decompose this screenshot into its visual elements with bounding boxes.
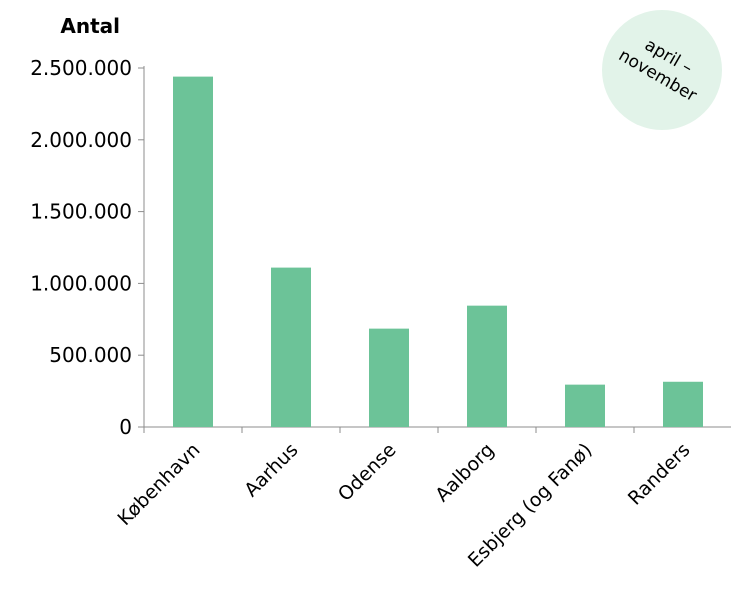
bar [173, 76, 213, 427]
x-tick-label: Aalborg [431, 439, 498, 506]
x-tick-label: Randers [624, 439, 695, 510]
bar [565, 384, 605, 427]
y-tick-label: 1.000.000 [30, 271, 132, 295]
y-axis-label: Antal [60, 14, 120, 38]
y-tick-label: 500.000 [49, 343, 132, 367]
period-badge: april – november [602, 10, 722, 130]
y-tick-label: 2.500.000 [30, 56, 132, 80]
y-tick-label: 1.500.000 [30, 200, 132, 224]
x-tick-label: Aarhus [240, 439, 302, 501]
y-tick-label: 2.000.000 [30, 128, 132, 152]
y-tick-label: 0 [119, 415, 132, 439]
bar [663, 381, 703, 427]
bar [369, 328, 409, 427]
bar [467, 305, 507, 427]
x-tick-label: Odense [334, 439, 401, 506]
bar [271, 267, 311, 427]
y-ticks: 0 500.000 1.000.000 1.500.000 2.000.000 2.500… [30, 56, 144, 439]
x-tick-label: København [113, 439, 204, 530]
bars [173, 76, 703, 427]
axes [143, 66, 731, 433]
period-badge-circle [602, 10, 722, 130]
